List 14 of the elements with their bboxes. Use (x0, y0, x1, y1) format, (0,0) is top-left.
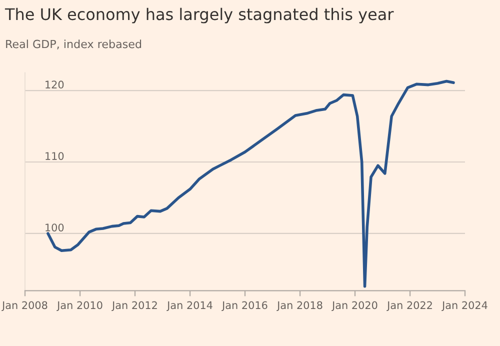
x-tick-label: Jan 2016 (222, 301, 268, 312)
y-tick-label: 100 (46, 224, 64, 232)
y-tick-label: 120 (46, 80, 64, 89)
chart-title: The UK economy has largely stagnated this year (4, 8, 394, 24)
x-tick-label: Jan 2024 (442, 301, 488, 312)
x-tick-label: Jan 2020 (332, 301, 378, 312)
x-tick-label: Jan 2012 (112, 301, 157, 312)
x-tick-label: Jan 2010 (56, 301, 102, 312)
x-tick-label: Jan 2008 (2, 301, 48, 312)
y-tick-label: 110 (46, 152, 64, 160)
x-tick-label: Jan 2018 (276, 301, 322, 312)
x-tick-label: Jan 2014 (166, 301, 212, 312)
x-tick-label: Jan 2022 (386, 301, 432, 312)
chart-subtitle: Real GDP, index rebased (6, 40, 142, 50)
